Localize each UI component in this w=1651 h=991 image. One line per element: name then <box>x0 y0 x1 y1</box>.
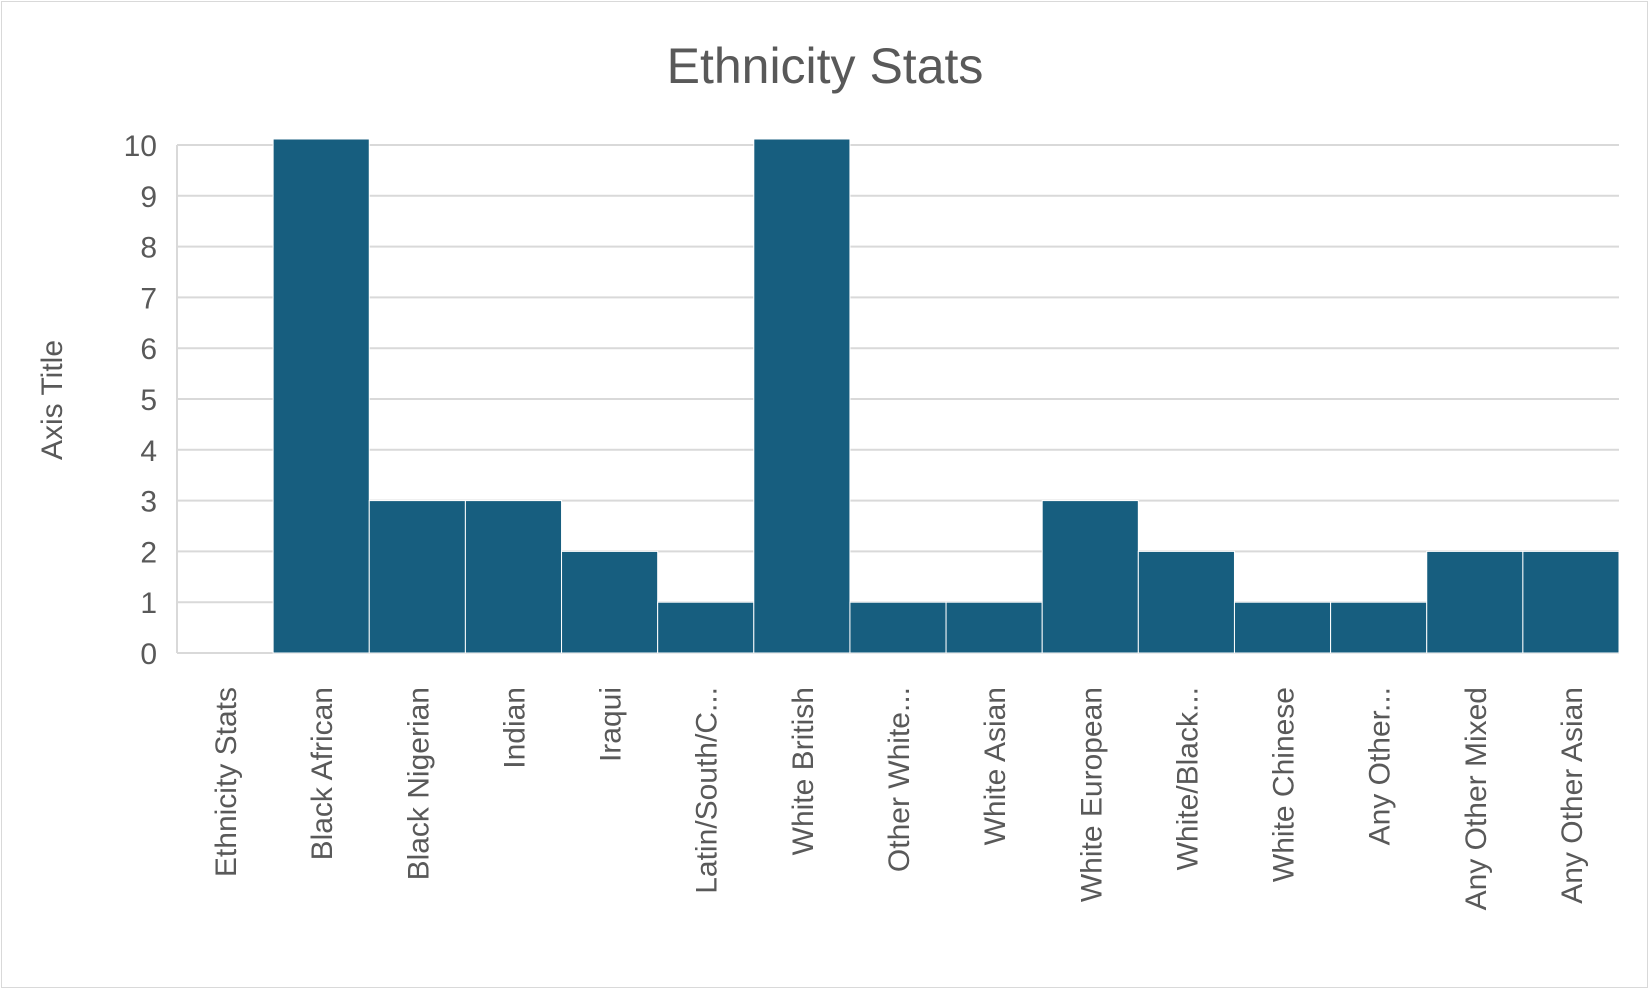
x-tick-label: Black Nigerian <box>402 687 435 880</box>
x-tick-label: Ethnicity Stats <box>210 687 243 877</box>
y-tick-label: 7 <box>140 282 157 315</box>
bar <box>1233 601 1332 654</box>
bar <box>1041 500 1139 654</box>
bar <box>1137 550 1235 654</box>
bar <box>1330 601 1428 654</box>
x-tick-label: White Chinese <box>1268 687 1301 882</box>
x-tick-label: Other White... <box>883 687 916 872</box>
y-tick-label: 8 <box>140 232 157 265</box>
y-tick-label: 10 <box>124 130 157 163</box>
y-tick-label: 4 <box>140 435 157 468</box>
x-tick-label: Indian <box>498 687 531 769</box>
x-tick-label: White British <box>787 687 820 855</box>
x-tick-label: Any Other Mixed <box>1460 687 1493 910</box>
y-axis-title: Axis Title <box>36 340 69 460</box>
bar <box>368 500 466 654</box>
y-tick-label: 9 <box>140 181 157 214</box>
y-tick-label: 3 <box>140 486 157 519</box>
y-tick-label: 2 <box>140 536 157 569</box>
y-tick-label: 5 <box>140 384 157 417</box>
x-tick-label: White European <box>1075 687 1108 902</box>
bar <box>849 601 947 654</box>
bar <box>657 601 755 654</box>
bar <box>561 550 659 654</box>
bar <box>272 138 370 654</box>
x-tick-label: Iraqui <box>595 687 628 762</box>
x-tick-label: White Asian <box>979 687 1012 845</box>
x-tick-label: Latin/South/C... <box>691 687 724 894</box>
bar <box>464 500 563 654</box>
chart-title: Ethnicity Stats <box>667 38 984 94</box>
bar <box>753 138 851 654</box>
bar <box>1522 550 1620 654</box>
y-tick-label: 0 <box>140 638 157 671</box>
x-tick-label: Black African <box>306 687 339 860</box>
bar <box>1426 550 1524 654</box>
y-tick-label: 1 <box>140 587 157 620</box>
y-tick-label: 6 <box>140 333 157 366</box>
x-tick-label: Any Other Asian <box>1556 687 1589 904</box>
x-tick-label: Any Other... <box>1364 687 1397 845</box>
x-tick-label: White/Black... <box>1171 687 1204 870</box>
bar <box>945 601 1043 654</box>
